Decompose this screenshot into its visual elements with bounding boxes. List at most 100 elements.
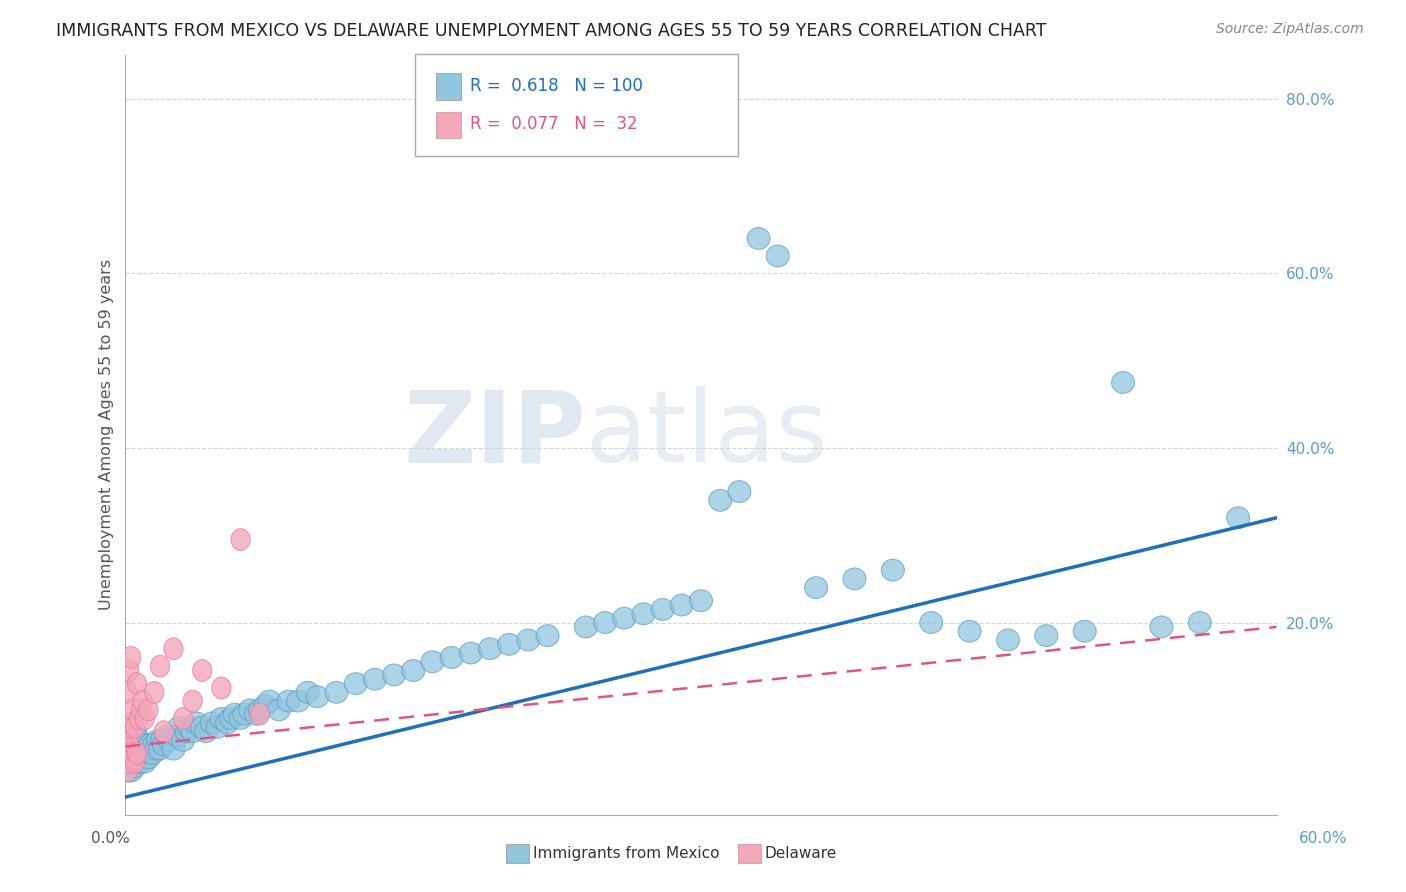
Ellipse shape: [344, 673, 367, 695]
Ellipse shape: [146, 730, 170, 751]
Ellipse shape: [689, 590, 713, 612]
Ellipse shape: [145, 739, 167, 760]
Ellipse shape: [115, 760, 139, 781]
Ellipse shape: [125, 751, 145, 773]
Ellipse shape: [249, 699, 271, 721]
Ellipse shape: [128, 742, 146, 764]
Ellipse shape: [882, 559, 904, 581]
Ellipse shape: [122, 712, 141, 734]
Ellipse shape: [124, 739, 146, 760]
Ellipse shape: [143, 734, 166, 756]
Ellipse shape: [212, 677, 231, 699]
Ellipse shape: [150, 656, 170, 677]
Ellipse shape: [120, 716, 143, 739]
Text: 60.0%: 60.0%: [1299, 831, 1347, 846]
Ellipse shape: [166, 725, 188, 747]
Ellipse shape: [766, 245, 789, 267]
Ellipse shape: [402, 659, 425, 681]
Ellipse shape: [844, 568, 866, 590]
Ellipse shape: [229, 707, 252, 730]
Ellipse shape: [124, 756, 146, 778]
Ellipse shape: [363, 668, 387, 690]
Text: 0.0%: 0.0%: [91, 831, 131, 846]
Ellipse shape: [219, 707, 242, 730]
Ellipse shape: [1035, 624, 1057, 647]
Ellipse shape: [498, 633, 520, 656]
Ellipse shape: [215, 712, 239, 734]
Ellipse shape: [1150, 616, 1173, 638]
Ellipse shape: [139, 699, 157, 721]
Ellipse shape: [920, 612, 943, 633]
Ellipse shape: [120, 659, 139, 681]
Ellipse shape: [997, 629, 1019, 651]
Ellipse shape: [267, 699, 291, 721]
Ellipse shape: [671, 594, 693, 616]
Ellipse shape: [207, 716, 229, 739]
Y-axis label: Unemployment Among Ages 55 to 59 years: Unemployment Among Ages 55 to 59 years: [100, 260, 114, 610]
Ellipse shape: [115, 742, 139, 764]
Ellipse shape: [651, 599, 673, 620]
Ellipse shape: [440, 647, 463, 668]
Ellipse shape: [1073, 620, 1097, 642]
Ellipse shape: [747, 227, 770, 250]
Ellipse shape: [575, 616, 598, 638]
Ellipse shape: [177, 716, 200, 739]
Ellipse shape: [277, 690, 299, 712]
Ellipse shape: [139, 734, 162, 756]
Ellipse shape: [120, 751, 139, 773]
Ellipse shape: [536, 624, 560, 647]
Ellipse shape: [165, 638, 183, 659]
Ellipse shape: [176, 721, 198, 742]
Ellipse shape: [120, 730, 143, 751]
Ellipse shape: [152, 734, 176, 756]
Ellipse shape: [172, 730, 194, 751]
Ellipse shape: [517, 629, 540, 651]
Ellipse shape: [186, 712, 208, 734]
Text: ZIP: ZIP: [404, 386, 586, 483]
Ellipse shape: [125, 716, 145, 739]
Ellipse shape: [122, 751, 145, 773]
Ellipse shape: [150, 730, 173, 751]
Ellipse shape: [231, 529, 250, 550]
Ellipse shape: [200, 712, 224, 734]
Ellipse shape: [1226, 507, 1250, 529]
Ellipse shape: [420, 651, 444, 673]
Text: R =  0.618   N = 100: R = 0.618 N = 100: [470, 77, 643, 95]
Ellipse shape: [728, 481, 751, 502]
Ellipse shape: [118, 742, 141, 764]
Ellipse shape: [167, 716, 191, 739]
Ellipse shape: [135, 739, 157, 760]
Ellipse shape: [325, 681, 349, 703]
Ellipse shape: [149, 739, 172, 760]
Ellipse shape: [305, 686, 329, 707]
Ellipse shape: [118, 742, 136, 764]
Ellipse shape: [157, 730, 181, 751]
Ellipse shape: [129, 751, 152, 773]
Ellipse shape: [181, 721, 204, 742]
Text: Delaware: Delaware: [765, 847, 837, 861]
Ellipse shape: [141, 742, 165, 764]
Ellipse shape: [118, 681, 136, 703]
Ellipse shape: [250, 703, 270, 725]
Ellipse shape: [122, 734, 145, 756]
Ellipse shape: [129, 734, 152, 756]
Ellipse shape: [631, 603, 655, 624]
Ellipse shape: [120, 716, 139, 739]
Ellipse shape: [382, 664, 405, 686]
Ellipse shape: [239, 699, 262, 721]
Ellipse shape: [134, 690, 152, 712]
Ellipse shape: [135, 707, 155, 730]
Ellipse shape: [233, 703, 256, 725]
Ellipse shape: [183, 690, 202, 712]
Ellipse shape: [125, 751, 149, 773]
Ellipse shape: [224, 703, 246, 725]
Ellipse shape: [124, 699, 143, 721]
Ellipse shape: [120, 734, 139, 756]
Text: Source: ZipAtlas.com: Source: ZipAtlas.com: [1216, 22, 1364, 37]
Ellipse shape: [173, 707, 193, 730]
Ellipse shape: [129, 707, 149, 730]
Ellipse shape: [115, 725, 139, 747]
Ellipse shape: [254, 695, 277, 716]
Text: Immigrants from Mexico: Immigrants from Mexico: [533, 847, 720, 861]
Ellipse shape: [131, 742, 155, 764]
